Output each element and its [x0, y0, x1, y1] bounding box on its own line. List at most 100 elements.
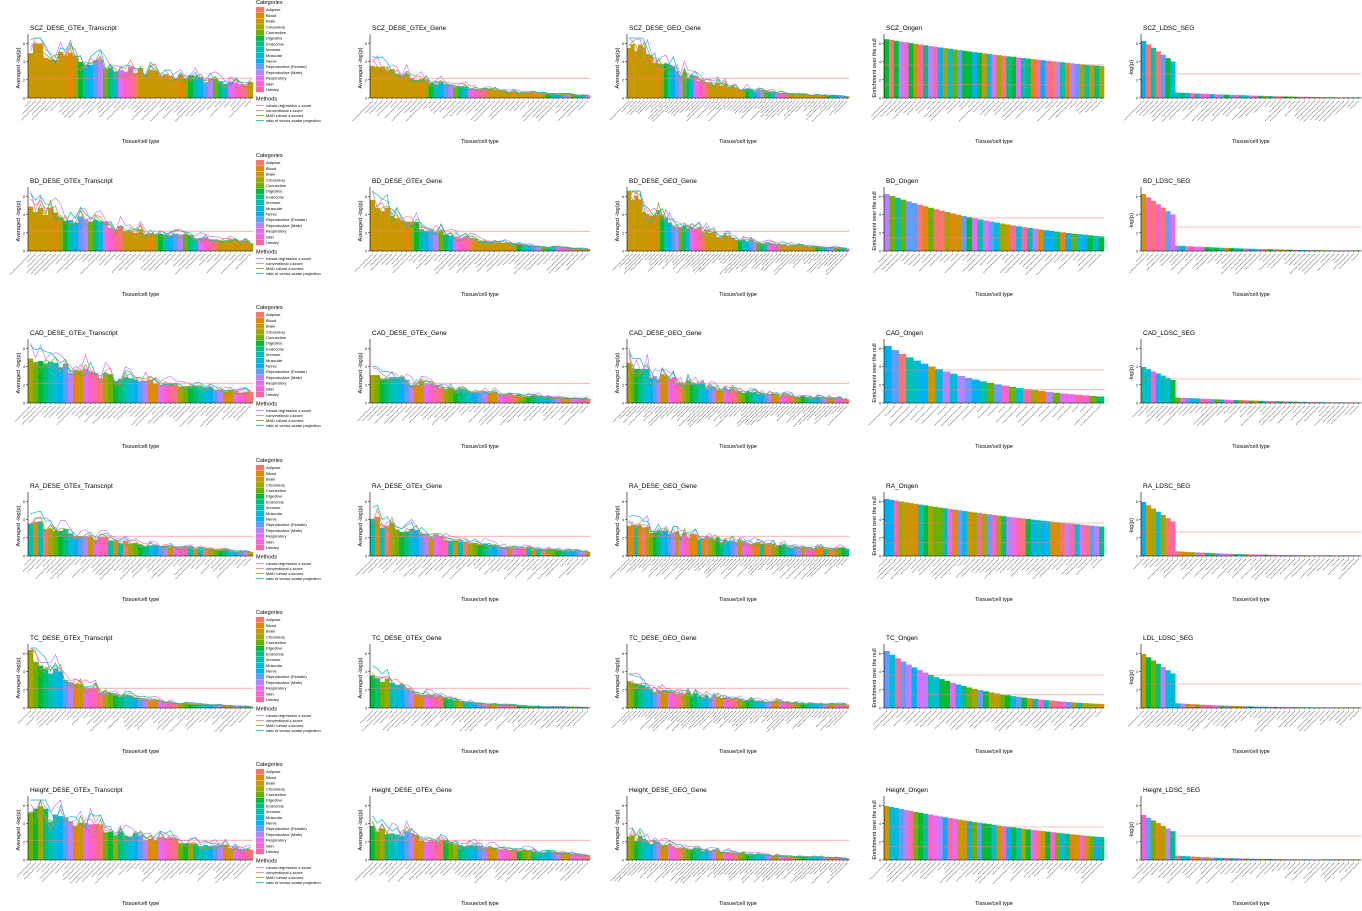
x-tick-label-glyph	[1283, 558, 1306, 580]
x-tick-label-glyph	[1079, 405, 1086, 413]
x-tick-label-glyph	[749, 558, 766, 575]
x-tick-label-glyph	[1231, 862, 1242, 873]
y-tick-label: 6	[365, 42, 367, 46]
bar	[238, 84, 244, 98]
chart-title: SCZ_LDSC_SEG	[1143, 25, 1194, 32]
x-tick-label-glyph	[785, 405, 803, 423]
method-line	[628, 37, 848, 98]
y-tick-label: 6	[879, 347, 881, 351]
x-tick-label-glyph	[1025, 558, 1039, 572]
x-tick-label-glyph	[151, 405, 161, 416]
bar	[173, 233, 179, 251]
y-tick-label: 6	[622, 804, 624, 808]
bar	[955, 684, 962, 708]
y-axis-label: Enrichment over the null	[872, 648, 878, 707]
y-tick-label: 4	[23, 518, 25, 522]
x-tick-label-glyph	[720, 558, 729, 568]
x-tick-label-glyph	[1084, 100, 1097, 113]
bar	[638, 368, 643, 403]
x-tick-label-glyph	[1241, 710, 1252, 721]
x-tick-label-glyph	[223, 405, 231, 414]
bar	[384, 378, 390, 403]
x-tick-label-glyph	[1223, 405, 1232, 414]
bar	[43, 669, 49, 708]
bar	[467, 701, 473, 708]
x-tick-label-glyph	[712, 710, 726, 724]
bar	[374, 677, 381, 708]
bar	[1040, 520, 1046, 556]
x-tick-label-glyph	[91, 862, 106, 878]
x-tick-label-glyph	[410, 862, 422, 874]
y-tick-label: 0	[365, 555, 367, 559]
x-tick-label-glyph	[1211, 100, 1227, 116]
bar	[1248, 248, 1254, 251]
bar	[1094, 836, 1100, 860]
x-tick-label-glyph	[693, 710, 711, 728]
x-tick-label-glyph	[670, 405, 685, 420]
y-tick-label: 6	[365, 804, 367, 808]
x-tick-label-glyph	[1195, 405, 1203, 414]
legend-swatch	[256, 628, 264, 634]
x-tick-label-glyph	[71, 405, 81, 416]
x-tick-label-glyph	[873, 710, 893, 731]
x-tick-label-glyph	[28, 710, 36, 718]
x-tick-label-glyph	[150, 558, 171, 579]
x-tick-label-glyph	[961, 862, 970, 871]
x-tick-label-glyph	[1160, 253, 1174, 267]
y-tick-label: 4	[23, 822, 25, 826]
bar	[1099, 837, 1105, 860]
x-tick-label-glyph	[1182, 558, 1203, 580]
bar	[438, 536, 444, 556]
legend-item: Reproductive (Female)	[266, 369, 307, 374]
x-tick-label-glyph	[1013, 862, 1024, 874]
bar	[531, 92, 537, 98]
x-tick-label-glyph	[1180, 710, 1198, 728]
legend-swatch	[256, 696, 264, 703]
bar	[741, 852, 746, 860]
y-tick-label: 4	[622, 670, 624, 674]
x-tick-label-glyph	[1201, 558, 1222, 580]
legend-swatch	[256, 205, 264, 211]
bar	[248, 391, 254, 403]
x-tick-label-glyph	[1283, 253, 1291, 261]
bar	[103, 692, 109, 708]
x-tick-label-glyph	[926, 100, 936, 110]
y-tick-label: 4	[23, 670, 25, 674]
y-tick-label: 6	[879, 500, 881, 504]
x-tick-label-glyph	[1174, 710, 1188, 725]
bar	[93, 823, 99, 860]
legend-item: Endocrine	[266, 346, 285, 351]
bar	[1180, 703, 1186, 708]
x-tick-label-glyph	[1292, 558, 1301, 567]
bar	[682, 384, 687, 403]
x-tick-label-glyph	[920, 862, 931, 873]
x-tick-label-glyph	[63, 862, 81, 881]
x-tick-label-glyph	[1264, 100, 1286, 122]
method-line	[628, 522, 848, 551]
bar	[133, 542, 139, 556]
bar	[1055, 522, 1061, 556]
x-tick-label-glyph	[873, 253, 893, 273]
x-tick-label-glyph	[221, 710, 231, 720]
x-tick-label-glyph	[36, 710, 51, 725]
x-tick-label-glyph	[459, 710, 481, 732]
bar	[1317, 97, 1323, 98]
legend-item: ratio of vector-scalar projection	[266, 880, 321, 885]
x-tick-label-glyph	[173, 100, 186, 113]
x-tick-label-glyph	[731, 710, 744, 724]
y-tick-label: 2	[1136, 383, 1138, 387]
legend-title: Methods	[256, 555, 277, 561]
bar	[898, 809, 904, 860]
x-tick-label-glyph	[497, 862, 515, 881]
x-tick-label-glyph	[219, 710, 241, 733]
bar	[168, 235, 174, 251]
y-tick-label: 4	[1136, 670, 1138, 674]
bar	[667, 533, 672, 556]
x-tick-label-glyph	[503, 253, 515, 266]
bar	[976, 822, 983, 860]
bar	[414, 222, 420, 251]
bar	[88, 537, 94, 556]
method-line	[30, 356, 251, 396]
bar	[752, 91, 757, 98]
bar	[1074, 394, 1083, 403]
